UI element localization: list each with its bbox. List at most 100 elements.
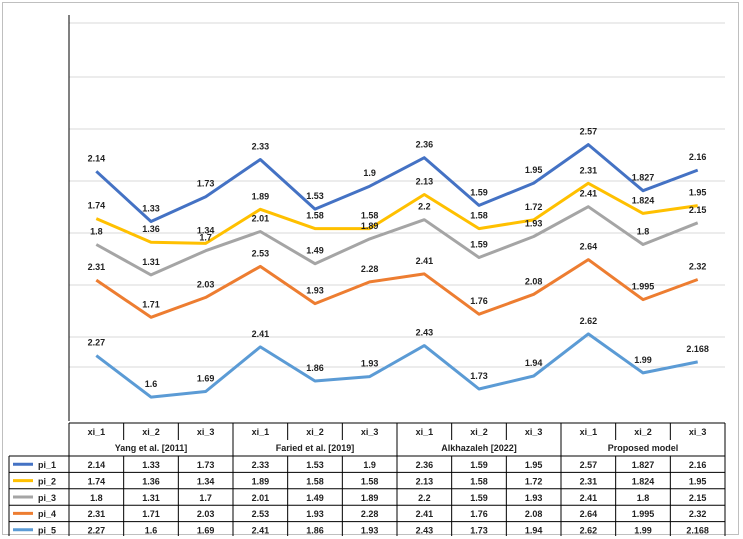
x-tick-label: xi_2: [470, 427, 488, 437]
table-cell: 1.93: [525, 493, 543, 503]
data-label-pi-2: 1.72: [525, 202, 543, 212]
table-cell: 2.14: [88, 460, 106, 470]
table-cell: 1.95: [525, 460, 543, 470]
series-line-pi-1: [95, 143, 699, 223]
table-cell: 1.58: [470, 476, 488, 486]
table-cell: 1.6: [145, 526, 158, 536]
data-label-pi-1: 1.9: [363, 168, 376, 178]
x-tick-label: xi_3: [197, 427, 215, 437]
table-cell: 1.8: [90, 493, 103, 503]
series-line-pi-4: [95, 258, 699, 319]
table-cell: 1.95: [689, 476, 707, 486]
legend-label-pi-3: pi_3: [38, 493, 56, 503]
table-cell: 1.8: [637, 493, 650, 503]
data-label-pi-4: 1.93: [306, 286, 324, 296]
data-label-pi-5: 1.99: [634, 355, 652, 365]
data-label-pi-2: 1.58: [306, 211, 324, 221]
data-label-pi-4: 1.76: [470, 296, 488, 306]
x-tick-label: xi_2: [306, 427, 324, 437]
table-cell: 2.15: [689, 493, 707, 503]
data-label-pi-1: 2.16: [689, 152, 707, 162]
table-cell: 1.36: [142, 476, 160, 486]
data-label-pi-2: 1.34: [197, 225, 215, 235]
data-label-pi-3: 2.01: [252, 213, 270, 223]
table-cell: 1.34: [197, 476, 215, 486]
x-tick-label: xi_2: [142, 427, 160, 437]
table-cell: 1.49: [306, 493, 324, 503]
x-tick-label: xi_2: [634, 427, 652, 437]
x-tick-label: xi_3: [525, 427, 543, 437]
data-label-pi-3: 1.89: [361, 221, 379, 231]
table-cell: 2.31: [580, 476, 598, 486]
table-cell: 1.76: [470, 509, 488, 519]
data-label-pi-1: 2.14: [88, 153, 106, 163]
group-label: Alkhazaleh [2022]: [441, 443, 517, 453]
table-cell: 2.2: [418, 493, 431, 503]
line-chart: 2.14 1.33 1.73 2.33 1.53 1.9 2.36 1.59 1.95 2.57 1…: [8, 15, 726, 536]
group-label: Yang et al. [2011]: [115, 443, 188, 453]
table-cell: 2.31: [88, 509, 106, 519]
table-cell: 1.59: [470, 493, 488, 503]
data-label-pi-5: 2.62: [580, 316, 598, 326]
table-cell: 2.53: [252, 509, 270, 519]
table-cell: 2.36: [416, 460, 434, 470]
table-cell: 1.58: [306, 476, 324, 486]
table-cell: 2.01: [252, 493, 270, 503]
table-cell: 1.89: [361, 493, 379, 503]
table-cell: 1.995: [632, 509, 655, 519]
series-line-pi-3: [95, 205, 699, 277]
table-cell: 1.824: [632, 476, 655, 486]
table-cell: 2.33: [252, 460, 270, 470]
table-cell: 1.69: [197, 526, 215, 536]
data-label-pi-3: 1.8: [637, 227, 650, 237]
data-label-pi-3: 1.8: [90, 227, 103, 237]
table-cell: 2.41: [580, 493, 598, 503]
table-cell: 1.827: [632, 460, 655, 470]
data-label-pi-4: 2.41: [416, 256, 434, 266]
data-label-pi-1: 1.33: [142, 204, 160, 214]
table-cell: 2.57: [580, 460, 598, 470]
x-tick-label: xi_1: [252, 427, 270, 437]
data-label-pi-4: 1.995: [632, 282, 655, 292]
data-label-pi-5: 2.41: [252, 329, 270, 339]
table-cell: 1.59: [470, 460, 488, 470]
data-label-pi-3: 1.7: [199, 233, 212, 243]
x-tick-label: xi_3: [689, 427, 707, 437]
data-label-pi-5: 1.73: [470, 371, 488, 381]
table-cell: 2.64: [580, 509, 598, 519]
table-cell: 2.28: [361, 509, 379, 519]
data-label-pi-1: 1.827: [632, 173, 655, 183]
x-tick-label: xi_3: [361, 427, 379, 437]
table-cell: 2.13: [416, 476, 434, 486]
group-label: Faried et al. [2019]: [276, 443, 355, 453]
data-label-pi-4: 1.71: [142, 299, 160, 309]
legend-label-pi-1: pi_1: [38, 460, 56, 470]
data-label-pi-3: 2.15: [689, 205, 707, 215]
legend-label-pi-4: pi_4: [38, 509, 56, 519]
table-cell: 1.94: [525, 526, 543, 536]
data-label-pi-5: 1.86: [306, 363, 324, 373]
table-cell: 1.72: [525, 476, 543, 486]
table-cell: 1.53: [306, 460, 324, 470]
table-cell: 2.16: [689, 460, 707, 470]
table-cell: 2.168: [686, 526, 709, 536]
table-cell: 2.41: [252, 526, 270, 536]
data-label-pi-4: 2.32: [689, 261, 707, 271]
data-label-pi-1: 1.59: [470, 187, 488, 197]
table-cell: 2.32: [689, 509, 707, 519]
data-label-pi-1: 2.57: [580, 127, 598, 137]
data-label-pi-5: 2.27: [88, 338, 106, 348]
data-label-pi-3: 1.31: [142, 257, 160, 267]
data-label-pi-3: 2.2: [418, 202, 431, 212]
data-label-pi-2: 2.13: [416, 176, 434, 186]
table-cell: 1.7: [199, 493, 212, 503]
series-line-pi-5: [95, 332, 698, 399]
data-label-pi-1: 2.36: [416, 140, 434, 150]
data-label-pi-5: 1.94: [525, 358, 543, 368]
data-label-pi-2: 1.58: [470, 211, 488, 221]
legend-label-pi-2: pi_2: [38, 476, 56, 486]
table-cell: 1.73: [470, 526, 488, 536]
series-line-pi-2: [95, 181, 698, 245]
data-label-pi-4: 2.03: [197, 279, 215, 289]
table-cell: 1.71: [142, 509, 160, 519]
